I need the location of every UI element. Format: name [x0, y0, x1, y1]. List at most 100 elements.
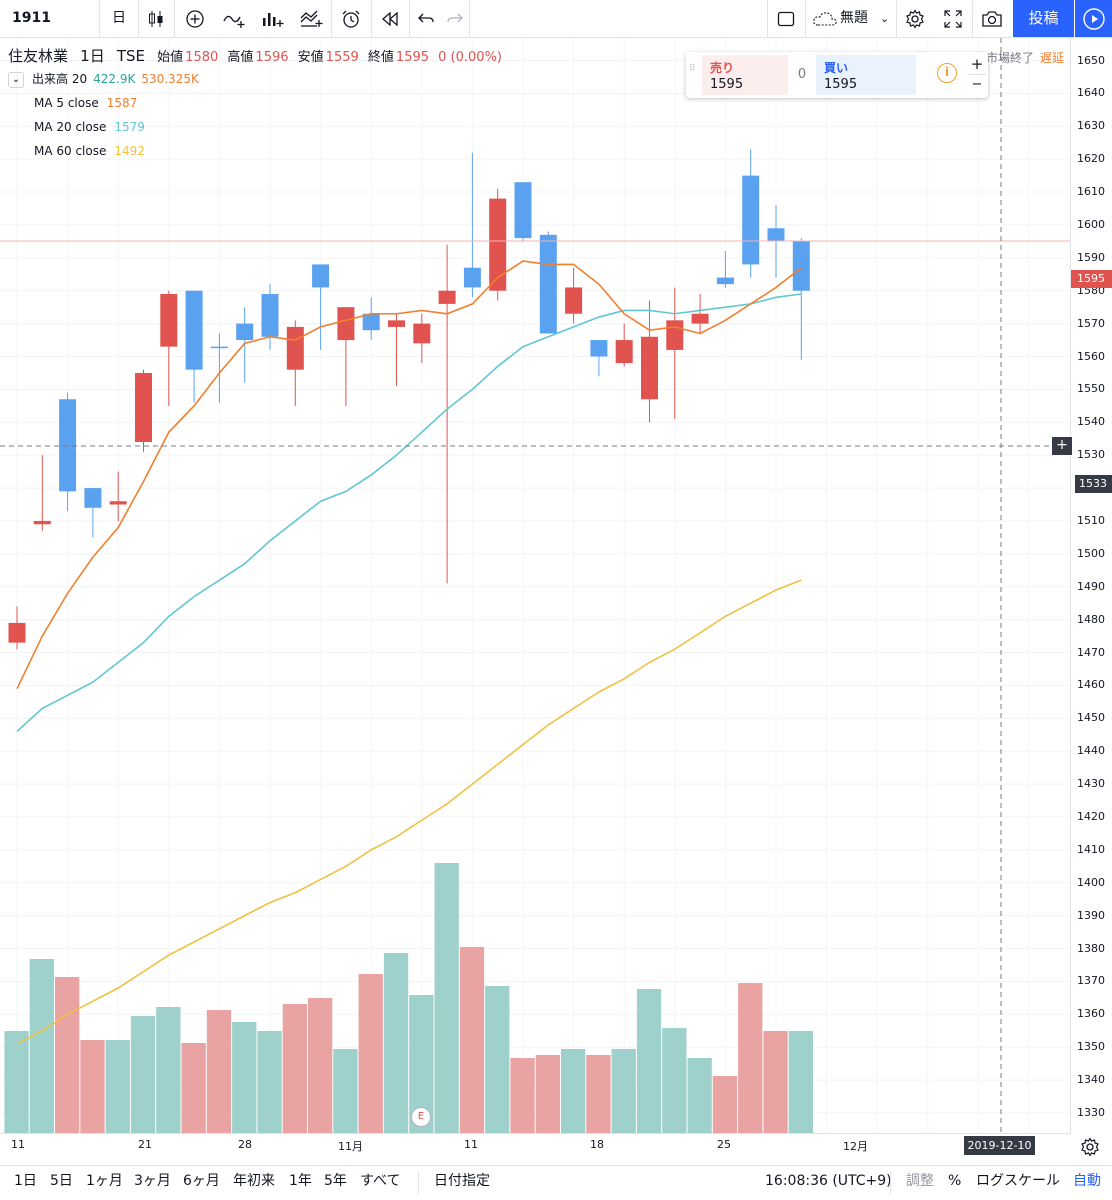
price-tick-label: 1460 [1077, 678, 1105, 692]
time-tick-label: 11月 [338, 1140, 363, 1153]
candle-body [261, 294, 279, 337]
fullscreen-button[interactable] [934, 0, 972, 37]
buy-button[interactable]: 買い 1595 [816, 55, 916, 95]
ma60-legend[interactable]: MA 60 close 1492 [34, 144, 145, 158]
range-1m[interactable]: 1ヶ月 [86, 1173, 123, 1189]
price-tick-label: 1330 [1077, 1105, 1105, 1119]
time-tick-label: 21 [138, 1138, 152, 1151]
volume-bar [282, 1004, 307, 1133]
templates-button[interactable] [292, 0, 330, 37]
time-tick-label: 11 [464, 1138, 478, 1151]
bars-plus-icon [263, 13, 284, 27]
volume-bar [788, 1031, 813, 1133]
candle-body [210, 346, 228, 349]
candle-body [489, 198, 507, 291]
range-5y[interactable]: 5年 [324, 1173, 347, 1189]
interval-button[interactable]: 日 [112, 10, 126, 26]
time-tick-label: 12月 [843, 1140, 868, 1153]
price-chart[interactable] [0, 38, 1070, 1134]
range-6m[interactable]: 6ヶ月 [183, 1173, 220, 1189]
publish-button[interactable]: 投稿 [1013, 0, 1074, 37]
candle-body [514, 182, 532, 239]
high-value: 1596 [255, 50, 289, 65]
candle-body [565, 287, 583, 314]
volume-bar [434, 863, 459, 1133]
time-tick-label: 25 [717, 1138, 731, 1151]
square-icon [777, 11, 795, 27]
low-value: 1559 [325, 50, 359, 65]
toolbar-divider [331, 0, 332, 37]
price-tick-label: 1370 [1077, 974, 1105, 988]
chevron-down-icon[interactable]: ⌄ [8, 71, 24, 88]
bottom-toolbar: 1日 5日 1ヶ月 3ヶ月 6ヶ月 年初来 1年 5年 すべて 日付指定 16:… [0, 1165, 1112, 1200]
candle-body [641, 336, 658, 400]
range-3m[interactable]: 3ヶ月 [134, 1173, 171, 1189]
range-all[interactable]: すべて [360, 1173, 401, 1189]
adjust-toggle[interactable]: 調整 [906, 1173, 934, 1189]
redo-icon [447, 13, 463, 23]
zoom-in-button[interactable]: + [968, 54, 986, 75]
play-button[interactable] [1075, 0, 1112, 37]
price-tick-label: 1360 [1077, 1007, 1105, 1021]
volume-legend[interactable]: ⌄ 出来高 20 422.9K 530.325K [8, 70, 199, 88]
axis-settings-button[interactable] [1080, 1137, 1102, 1159]
fullscreen-toggle-button[interactable] [768, 0, 804, 37]
candle-body [362, 313, 380, 331]
indicators-button[interactable] [215, 0, 253, 37]
market-status-text: 市場終了 [986, 51, 1035, 65]
ma5-legend[interactable]: MA 5 close 1587 [34, 96, 137, 110]
symbol-search-button[interactable]: 1911 [0, 0, 100, 37]
volume-bar [510, 1058, 535, 1133]
range-ytd[interactable]: 年初来 [233, 1173, 275, 1189]
drag-handle-icon[interactable]: ⠿ [689, 64, 696, 74]
log-scale-toggle[interactable]: ログスケール [976, 1173, 1060, 1189]
candle-body [388, 320, 405, 327]
price-axis[interactable]: 1650 1640 1630 1620 1610 1600 1590 1580 1570 1560… [1070, 38, 1112, 1134]
info-icon[interactable]: i [937, 63, 957, 83]
volume-bar [383, 953, 409, 1133]
range-5d[interactable]: 5日 [50, 1173, 73, 1189]
clock[interactable]: 16:08:36 (UTC+9) [765, 1173, 892, 1189]
top-toolbar: 1911 日 [0, 0, 1112, 38]
ma5-value: 1587 [106, 96, 138, 110]
auto-scale-toggle[interactable]: 自動 [1073, 1173, 1101, 1189]
play-icon [1083, 8, 1105, 30]
goto-date-button[interactable]: 日付指定 [434, 1173, 490, 1189]
quantity-value[interactable]: 0 [797, 67, 807, 82]
open-label: 始値 [157, 50, 184, 65]
toolbar-divider [890, 1172, 891, 1194]
chart-style-button[interactable] [139, 0, 173, 37]
range-1d[interactable]: 1日 [14, 1173, 37, 1189]
volume-bar [636, 989, 662, 1133]
replay-button[interactable] [372, 0, 408, 37]
earnings-event-marker[interactable]: E [411, 1107, 431, 1127]
snapshot-button[interactable] [973, 0, 1011, 37]
price-tick-label: 1630 [1077, 119, 1105, 133]
range-1y[interactable]: 1年 [289, 1173, 312, 1189]
ma20-legend[interactable]: MA 20 close 1579 [34, 120, 145, 134]
compare-button[interactable] [175, 0, 215, 37]
time-tick-label: 28 [238, 1138, 252, 1151]
volume-bar [712, 1076, 738, 1133]
expand-icon [944, 10, 962, 28]
volume-label: 出来高 20 [32, 72, 88, 86]
candle-body [312, 264, 330, 288]
candle-body [109, 501, 127, 505]
sell-button[interactable]: 売り 1595 [702, 55, 788, 95]
settings-button[interactable] [897, 0, 933, 37]
legend-symbol[interactable]: 住友林業 [8, 47, 69, 65]
layout-menu-button[interactable]: 無題 ⌄ [806, 0, 896, 37]
redo-button[interactable] [442, 0, 468, 37]
percent-toggle[interactable]: % [948, 1173, 962, 1189]
toolbar-divider [972, 0, 973, 37]
price-tick-label: 1560 [1077, 349, 1105, 363]
alert-button[interactable] [332, 0, 370, 37]
indicators-icon [223, 15, 245, 28]
legend-exchange: TSE [116, 47, 146, 65]
low-label: 安値 [297, 50, 324, 65]
zoom-out-button[interactable]: − [971, 77, 983, 92]
undo-button[interactable] [410, 0, 442, 37]
financials-button[interactable] [254, 0, 290, 37]
candle-wicks [16, 149, 802, 650]
ma60-value: 1492 [114, 144, 145, 158]
